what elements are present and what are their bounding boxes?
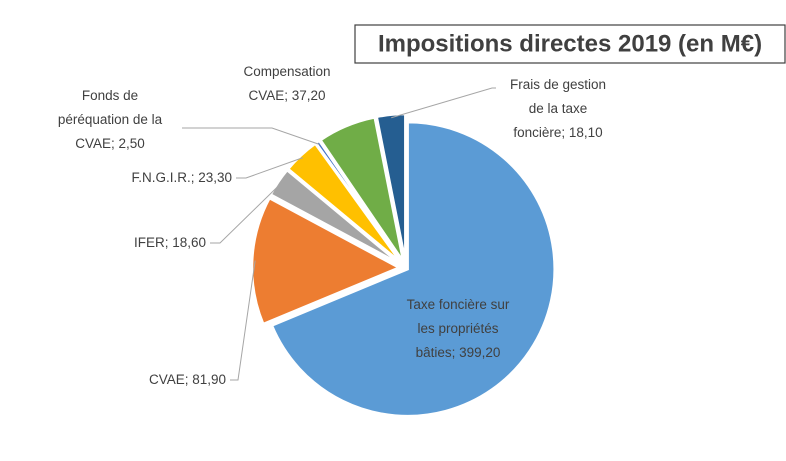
data-label: Frais de gestion de la taxe foncière; 18,1… bbox=[510, 77, 606, 140]
pie-slice bbox=[268, 168, 401, 266]
leader-line bbox=[210, 183, 282, 244]
title-box bbox=[354, 24, 786, 64]
leader-line bbox=[230, 260, 256, 381]
pie-slice bbox=[318, 115, 405, 263]
leader-line bbox=[236, 157, 304, 179]
data-label: Compensation CVAE; 37,20 bbox=[243, 64, 330, 103]
pie-slice bbox=[270, 120, 556, 418]
leader-line bbox=[182, 127, 320, 145]
chart-title: Impositions directes 2019 (en M€) bbox=[378, 30, 762, 57]
leader-line bbox=[391, 87, 496, 119]
pie-slice bbox=[250, 196, 402, 326]
data-label: IFER; 18,60 bbox=[134, 235, 206, 250]
data-label: Taxe foncière sur les propriétés bâties; 3… bbox=[407, 297, 510, 360]
data-label: Fonds de péréquation de la CVAE; 2,50 bbox=[58, 88, 163, 151]
data-label: CVAE; 81,90 bbox=[149, 372, 226, 387]
data-label: F.N.G.I.R.; 23,30 bbox=[131, 170, 232, 185]
